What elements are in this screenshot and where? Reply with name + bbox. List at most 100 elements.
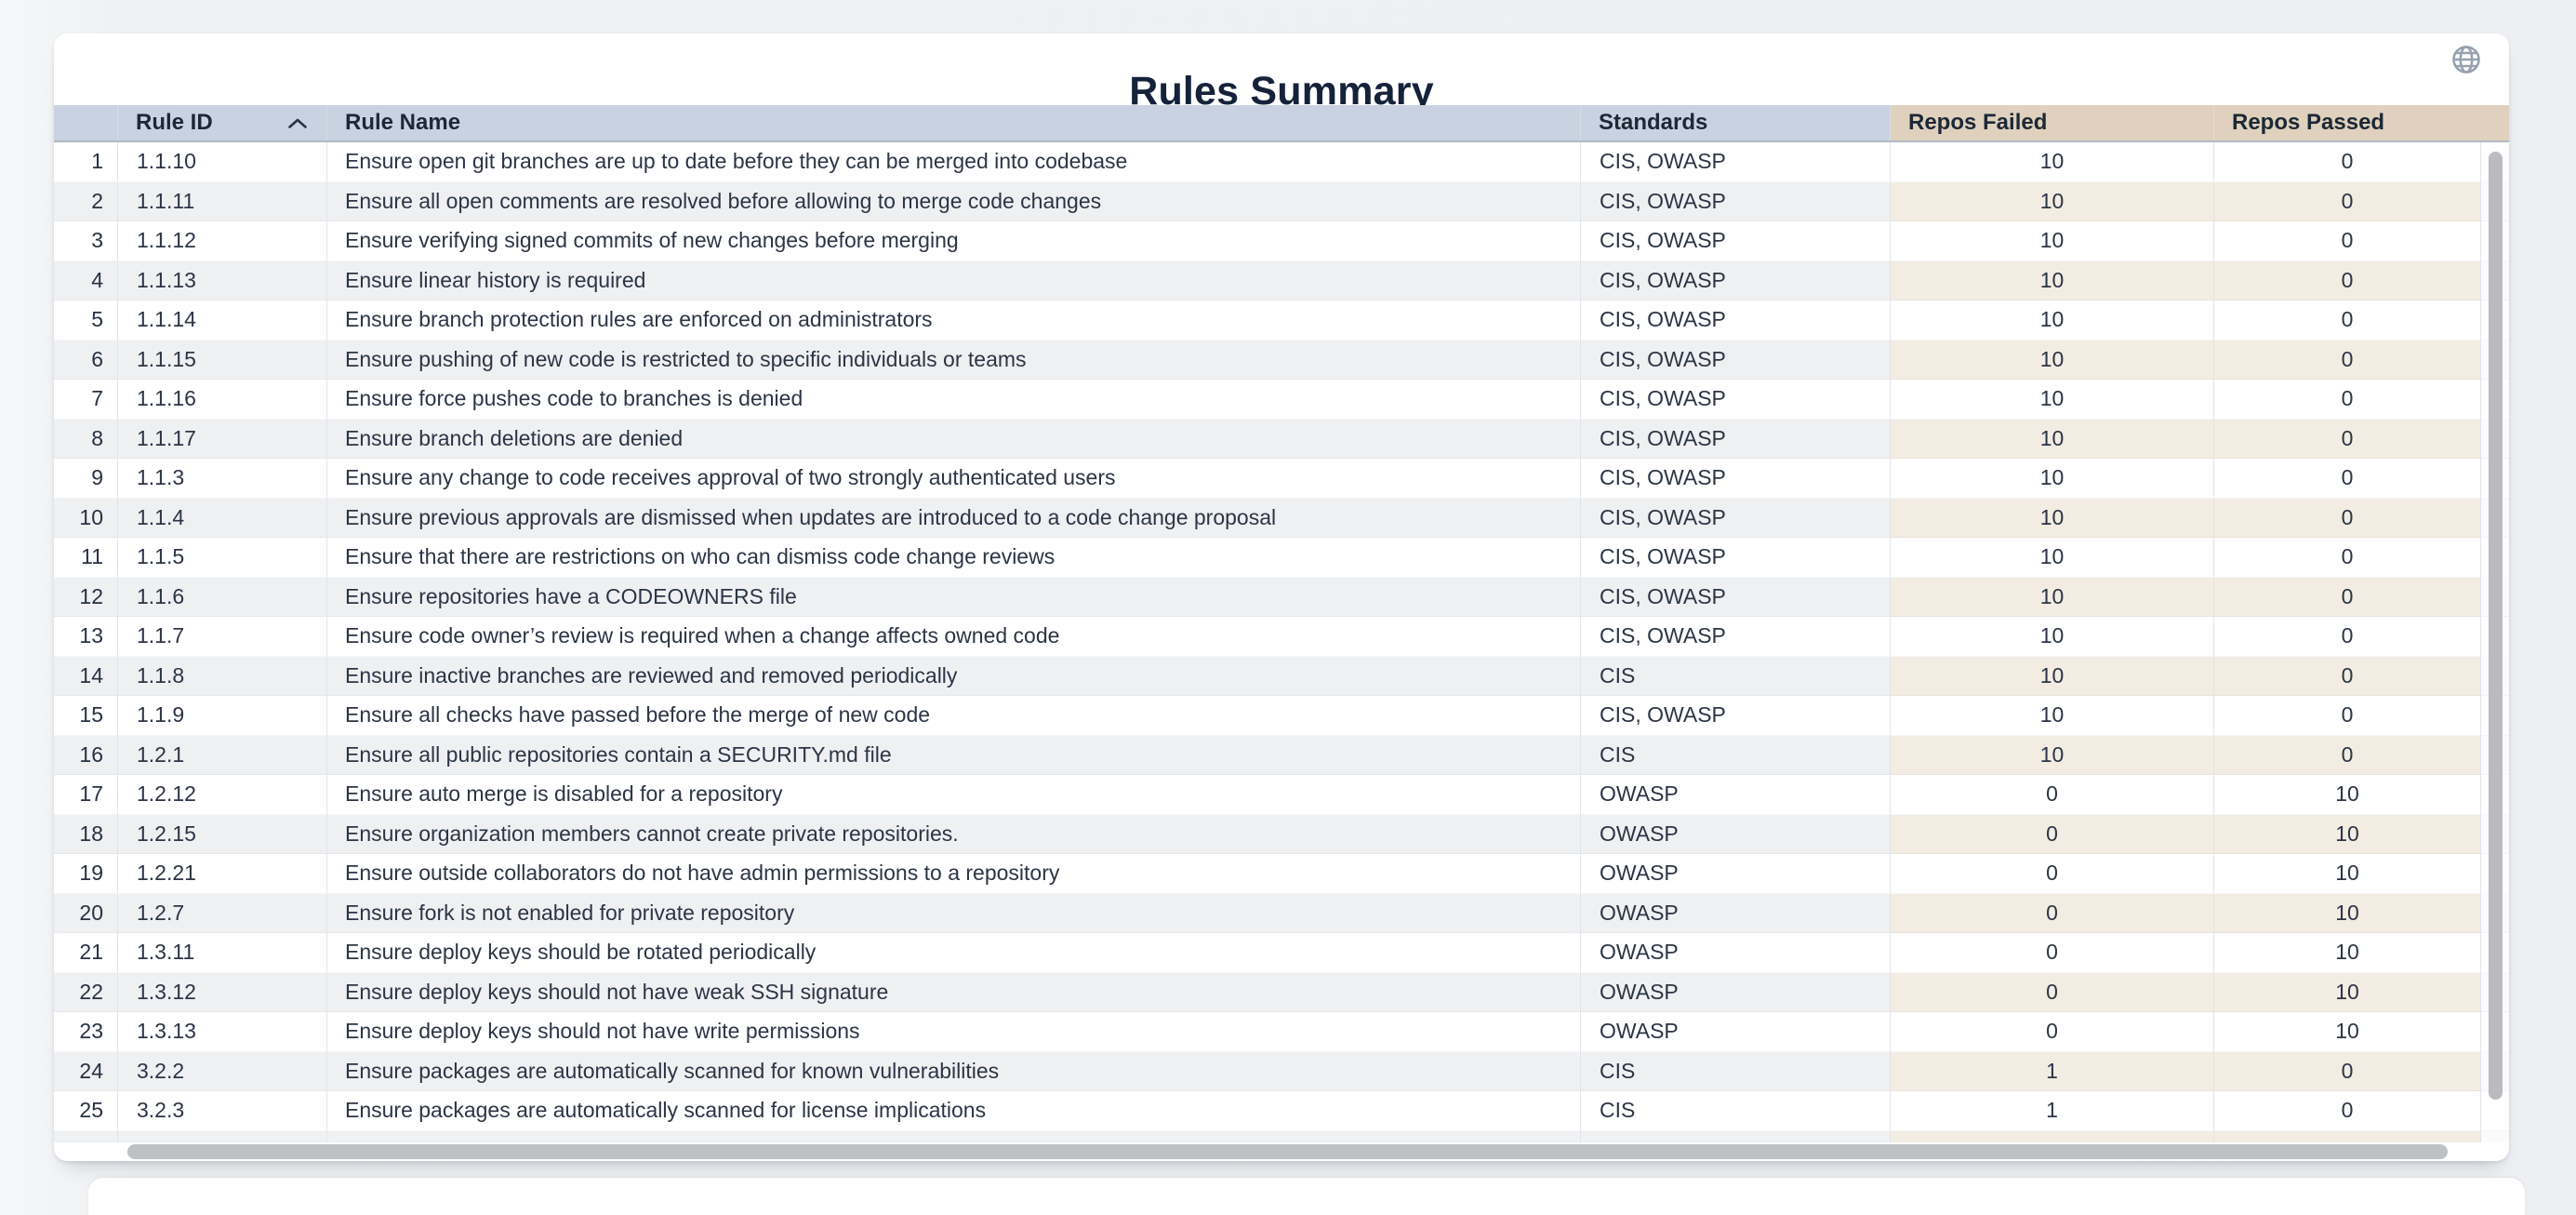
- cell-rule-id: 1.2.1: [118, 735, 327, 775]
- table-row[interactable]: 3 1.1.12 Ensure verifying signed commits…: [54, 221, 2509, 261]
- cell-repos-failed: 10: [1891, 656, 2214, 696]
- cell-repos-failed: 10: [1891, 498, 2214, 538]
- cell-row-number: 24: [54, 1051, 118, 1091]
- cell-scroll-gutter: [2481, 1130, 2509, 1142]
- table-row[interactable]: 12 1.1.6 Ensure repositories have a CODE…: [54, 577, 2509, 617]
- cell-rule-name: Ensure that there are restrictions on wh…: [327, 538, 1581, 578]
- cell-repos-failed: 10: [1891, 459, 2214, 499]
- cell-repos-failed: 10: [1891, 300, 2214, 340]
- table-row[interactable]: 21 1.3.11 Ensure deploy keys should be r…: [54, 933, 2509, 973]
- header-cell-repos-passed[interactable]: Repos Passed: [2214, 105, 2509, 140]
- header-cell-repos-failed[interactable]: Repos Failed: [1891, 105, 2214, 140]
- cell-row-number: 23: [54, 1012, 118, 1052]
- cell-repos-failed: 10: [1891, 181, 2214, 221]
- table-row[interactable]: 22 1.3.12 Ensure deploy keys should not …: [54, 972, 2509, 1012]
- cell-row-number: 15: [54, 696, 118, 736]
- table-row[interactable]: 17 1.2.12 Ensure auto merge is disabled …: [54, 775, 2509, 815]
- cell-rule-id: 1.1.10: [118, 142, 327, 182]
- cell-rule-id: [118, 1130, 327, 1142]
- cell-rule-name: Ensure deploy keys should not have write…: [327, 1012, 1581, 1052]
- cell-rule-id: 1.1.7: [118, 617, 327, 657]
- cell-rule-id: 1.2.7: [118, 893, 327, 933]
- cell-repos-passed: 0: [2214, 380, 2481, 420]
- cell-row-number: 2: [54, 181, 118, 221]
- cell-repos-passed: 0: [2214, 340, 2481, 380]
- cell-rule-id: 1.1.11: [118, 181, 327, 221]
- table-row[interactable]: 2 1.1.11 Ensure all open comments are re…: [54, 181, 2509, 221]
- cell-standards: CIS, OWASP: [1581, 340, 1891, 380]
- cell-standards: CIS, OWASP: [1581, 181, 1891, 221]
- cell-row-number: [54, 1130, 118, 1142]
- cell-repos-passed: 10: [2214, 1012, 2481, 1052]
- cell-rule-id: 1.2.12: [118, 775, 327, 815]
- cell-row-number: 6: [54, 340, 118, 380]
- table-row[interactable]: 18 1.2.15 Ensure organization members ca…: [54, 814, 2509, 854]
- table-row[interactable]: 14 1.1.8 Ensure inactive branches are re…: [54, 656, 2509, 696]
- table-row[interactable]: 7 1.1.16 Ensure force pushes code to bra…: [54, 380, 2509, 420]
- table-row[interactable]: 9 1.1.3 Ensure any change to code receiv…: [54, 459, 2509, 499]
- cell-rule-id: 1.1.3: [118, 459, 327, 499]
- cell-row-number: 10: [54, 498, 118, 538]
- table-row[interactable]: 5 1.1.14 Ensure branch protection rules …: [54, 300, 2509, 340]
- cell-repos-failed: 10: [1891, 380, 2214, 420]
- cell-repos-failed: 0: [1891, 972, 2214, 1012]
- table-row[interactable]: 1 1.1.10 Ensure open git branches are up…: [54, 142, 2509, 182]
- table-row[interactable]: 11 1.1.5 Ensure that there are restricti…: [54, 538, 2509, 578]
- cell-repos-passed: 0: [2214, 1091, 2481, 1131]
- header-cell-rule-name[interactable]: Rule Name: [327, 105, 1581, 140]
- cell-row-number: 1: [54, 142, 118, 182]
- globe-icon[interactable]: [2451, 45, 2481, 74]
- cell-standards: CIS, OWASP: [1581, 577, 1891, 617]
- cell-rule-name: Ensure outside collaborators do not have…: [327, 854, 1581, 894]
- cell-repos-failed: 0: [1891, 893, 2214, 933]
- cell-repos-failed: 0: [1891, 1012, 2214, 1052]
- table-row[interactable]: 6 1.1.15 Ensure pushing of new code is r…: [54, 340, 2509, 380]
- cell-rule-name: [327, 1130, 1581, 1142]
- table-row[interactable]: 25 3.2.3 Ensure packages are automatical…: [54, 1091, 2509, 1131]
- cell-standards: CIS, OWASP: [1581, 142, 1891, 182]
- vertical-scrollbar-thumb[interactable]: [2489, 152, 2503, 1100]
- cell-repos-passed: 0: [2214, 1051, 2481, 1091]
- cell-repos-passed: 0: [2214, 577, 2481, 617]
- table-row[interactable]: 23 1.3.13 Ensure deploy keys should not …: [54, 1012, 2509, 1052]
- cell-standards: CIS: [1581, 1051, 1891, 1091]
- table-row[interactable]: 20 1.2.7 Ensure fork is not enabled for …: [54, 893, 2509, 933]
- cell-standards: OWASP: [1581, 893, 1891, 933]
- header-cell-standards[interactable]: Standards: [1581, 105, 1891, 140]
- cell-row-number: 16: [54, 735, 118, 775]
- cell-rule-name: Ensure organization members cannot creat…: [327, 814, 1581, 854]
- cell-repos-passed: 0: [2214, 459, 2481, 499]
- cell-repos-passed: 10: [2214, 933, 2481, 973]
- cell-rule-id: 1.3.11: [118, 933, 327, 973]
- table-row[interactable]: 24 3.2.2 Ensure packages are automatical…: [54, 1051, 2509, 1091]
- cell-rule-name: Ensure previous approvals are dismissed …: [327, 498, 1581, 538]
- cell-rule-id: 1.3.12: [118, 972, 327, 1012]
- table-row[interactable]: 4 1.1.13 Ensure linear history is requir…: [54, 260, 2509, 300]
- table-row[interactable]: 8 1.1.17 Ensure branch deletions are den…: [54, 419, 2509, 459]
- table-row[interactable]: 15 1.1.9 Ensure all checks have passed b…: [54, 696, 2509, 736]
- cell-standards: CIS, OWASP: [1581, 696, 1891, 736]
- table-row[interactable]: 16 1.2.1 Ensure all public repositories …: [54, 735, 2509, 775]
- cell-standards: CIS, OWASP: [1581, 419, 1891, 459]
- table-row[interactable]: [54, 1130, 2509, 1142]
- cell-repos-failed: 10: [1891, 577, 2214, 617]
- header-label-repos-failed: Repos Failed: [1908, 110, 2048, 135]
- horizontal-scrollbar-thumb[interactable]: [127, 1144, 2448, 1159]
- cell-repos-passed: 10: [2214, 775, 2481, 815]
- table-row[interactable]: 10 1.1.4 Ensure previous approvals are d…: [54, 498, 2509, 538]
- cell-row-number: 8: [54, 419, 118, 459]
- cell-rule-id: 1.1.12: [118, 221, 327, 261]
- cell-standards: CIS, OWASP: [1581, 300, 1891, 340]
- cell-repos-passed: 10: [2214, 893, 2481, 933]
- cell-rule-name: Ensure deploy keys should be rotated per…: [327, 933, 1581, 973]
- cell-rule-name: Ensure pushing of new code is restricted…: [327, 340, 1581, 380]
- header-cell-rule-id[interactable]: Rule ID: [118, 105, 327, 140]
- cell-repos-failed: [1891, 1130, 2214, 1142]
- cell-row-number: 25: [54, 1091, 118, 1131]
- cell-repos-failed: 10: [1891, 696, 2214, 736]
- table-row[interactable]: 13 1.1.7 Ensure code owner’s review is r…: [54, 617, 2509, 657]
- header-label-repos-passed: Repos Passed: [2232, 110, 2385, 135]
- cell-standards: OWASP: [1581, 775, 1891, 815]
- table-row[interactable]: 19 1.2.21 Ensure outside collaborators d…: [54, 854, 2509, 894]
- cell-rule-id: 1.1.15: [118, 340, 327, 380]
